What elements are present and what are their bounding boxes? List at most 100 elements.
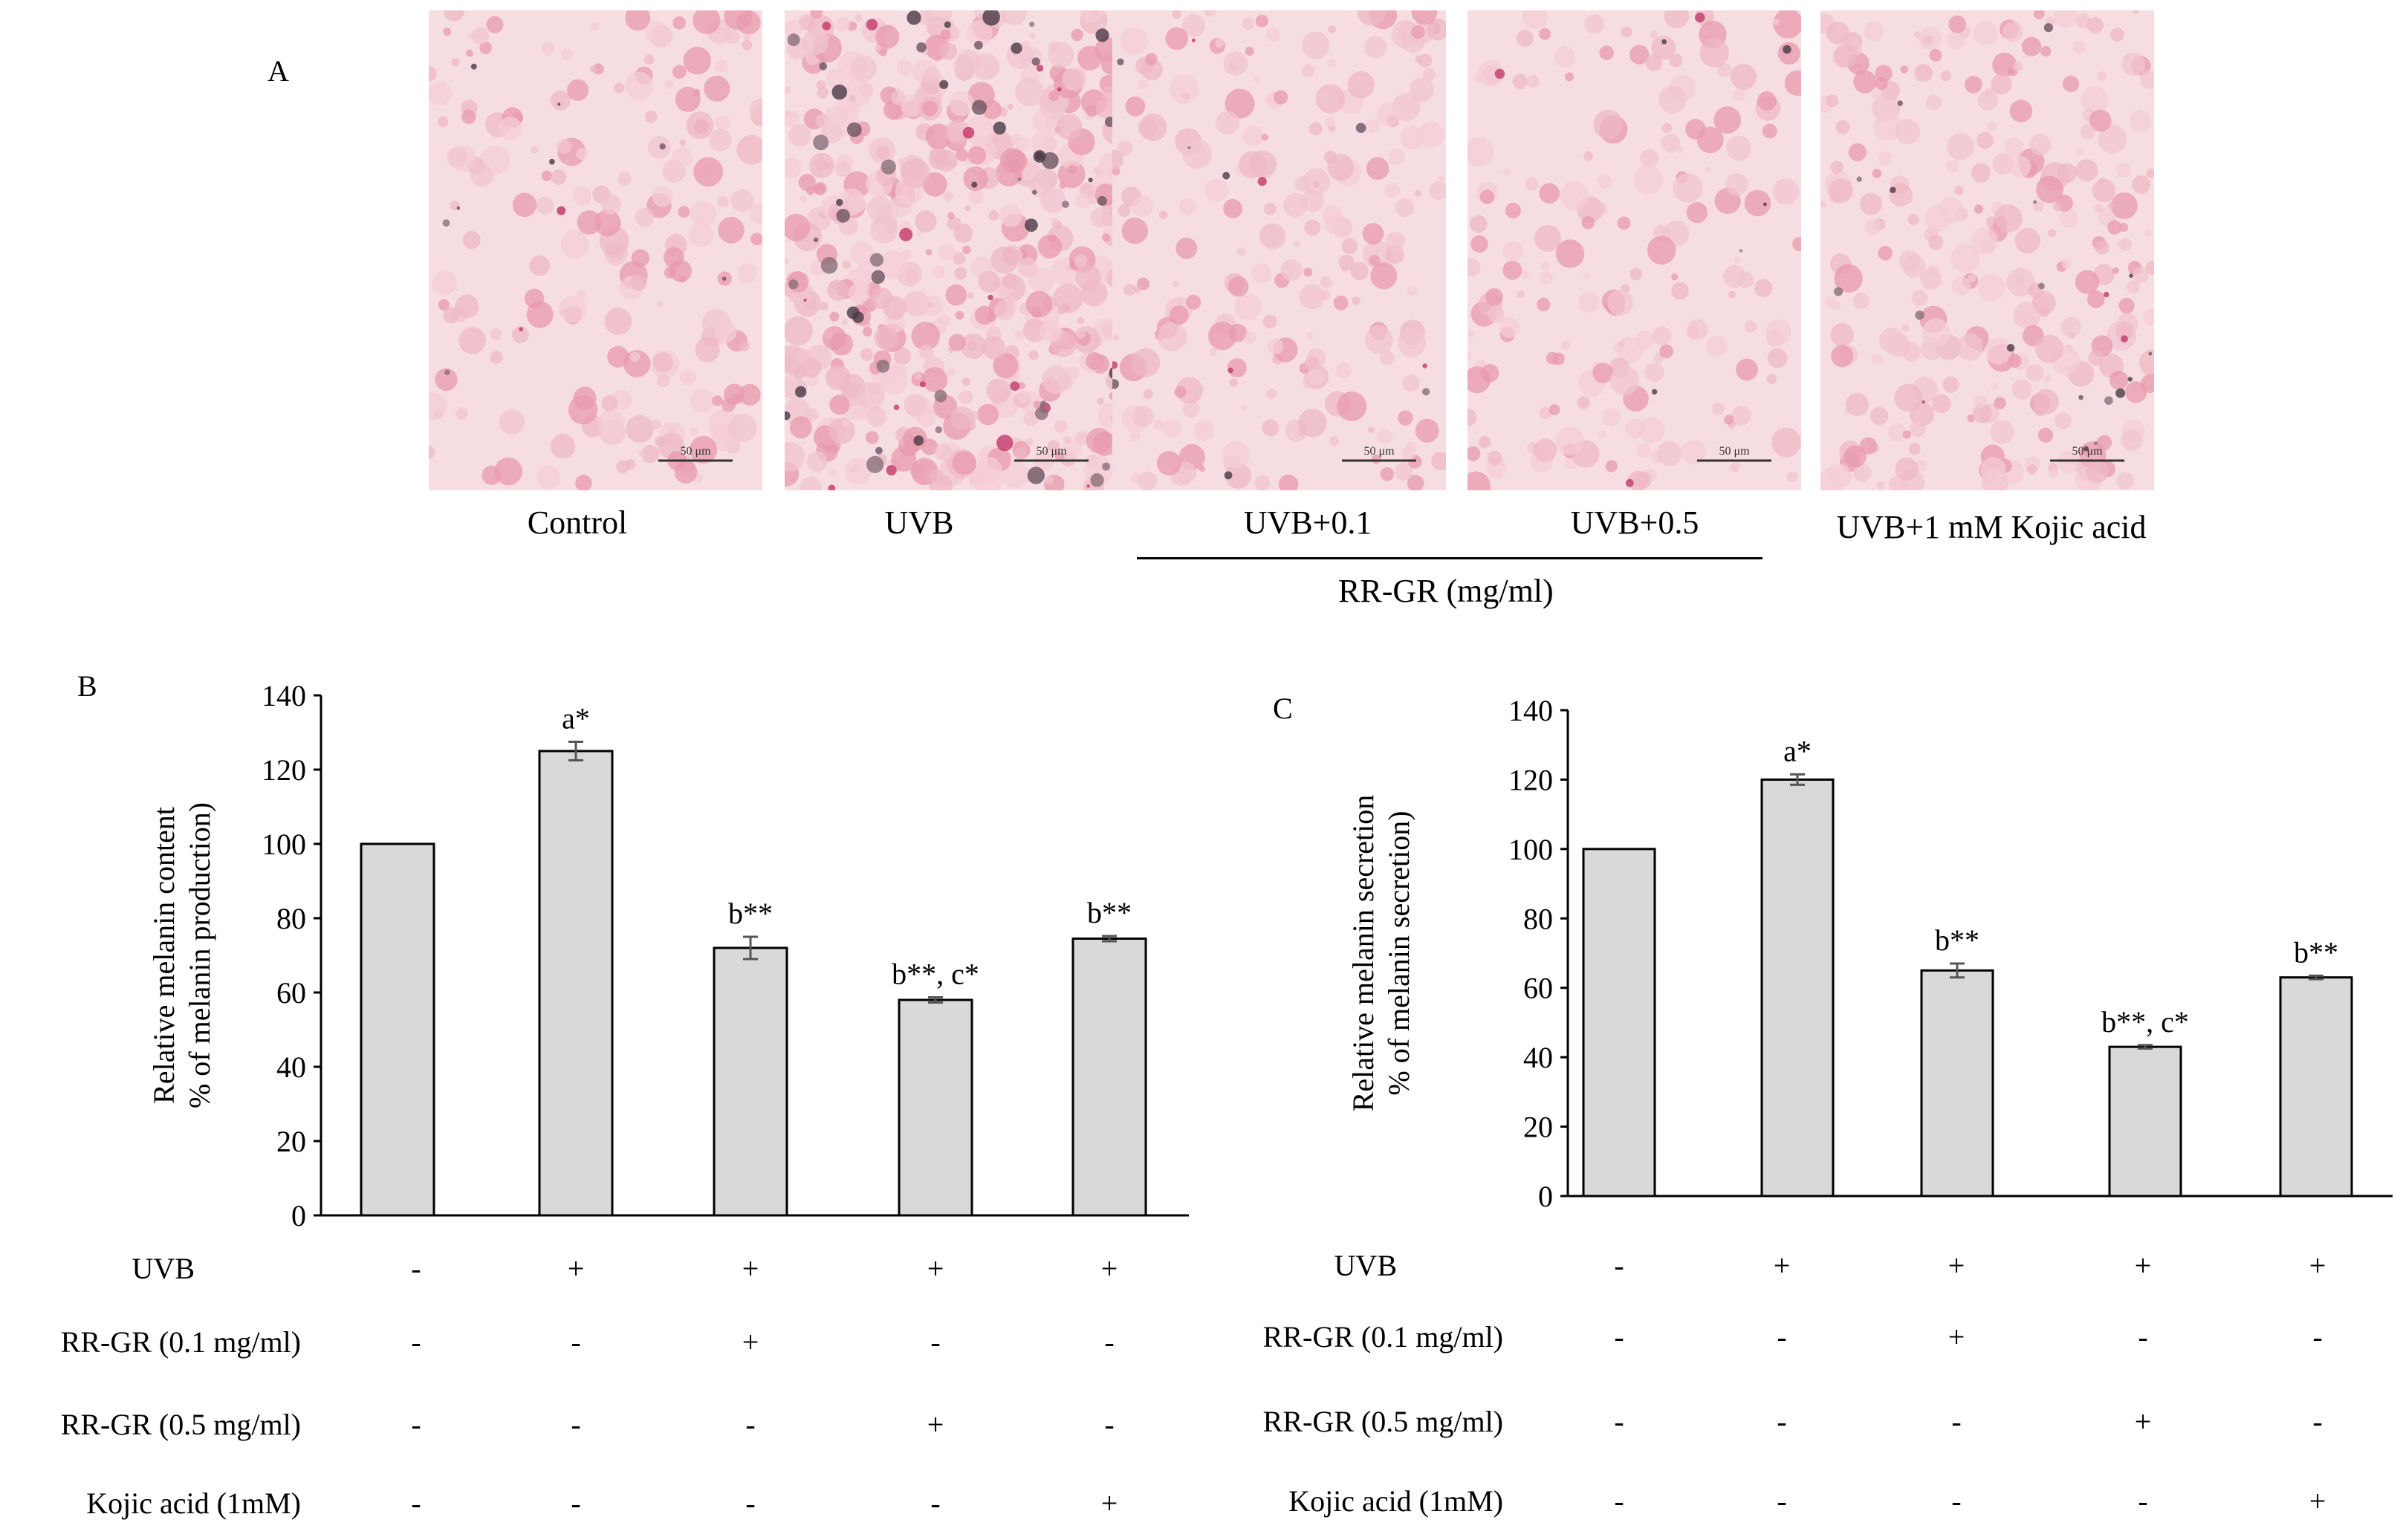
bar [1760, 778, 1835, 1198]
svg-text:50 μm: 50 μm [1719, 445, 1750, 458]
micrograph-1: 50 μm [785, 10, 1118, 490]
micrograph-label-1: UVB [884, 504, 954, 541]
treatment-sign: + [742, 1252, 759, 1285]
treatment-sign: + [2309, 1249, 2326, 1282]
treatment-row-label: Kojic acid (1mM) [86, 1487, 301, 1520]
y-tick-label: 0 [291, 1199, 306, 1232]
treatment-sign: - [2138, 1320, 2148, 1354]
micrograph-4: 50 μm [1820, 10, 2154, 490]
y-tick-label: 100 [1508, 833, 1553, 866]
treatment-sign: - [571, 1408, 581, 1441]
treatment-row-label: UVB [1334, 1249, 1397, 1282]
micrograph-2: 50 μm [1112, 10, 1446, 490]
bar [1920, 969, 1994, 1198]
treatment-row-label: UVB [132, 1252, 195, 1285]
panel-c-letter: C [1273, 692, 1293, 725]
y-tick-label: 120 [262, 753, 306, 787]
bar-chart-svg: 0 20 40 60 80 100 120 140 Relative melanin conte… [147, 679, 1189, 1232]
y-axis-label-line: % of melanin secretion) [1382, 810, 1415, 1095]
y-tick-label: 80 [276, 902, 306, 935]
y-tick-label: 40 [1523, 1041, 1553, 1074]
bar [360, 842, 435, 1217]
treatment-sign: - [1614, 1405, 1624, 1438]
svg-text:50 μm: 50 μm [1363, 445, 1395, 458]
y-tick-label: 120 [1508, 763, 1553, 796]
treatment-sign: + [1100, 1252, 1118, 1285]
treatment-sign: - [2312, 1320, 2323, 1354]
y-tick-label: 0 [1538, 1180, 1553, 1213]
bar [2279, 976, 2353, 1198]
y-tick-label: 40 [276, 1050, 306, 1084]
treatment-sign: - [1614, 1249, 1624, 1282]
treatment-sign: - [745, 1487, 756, 1520]
treatment-sign: + [927, 1252, 944, 1285]
treatment-row-label: RR-GR (0.1 mg/ml) [1262, 1320, 1503, 1354]
bar [1582, 848, 1656, 1198]
treatment-sign: + [927, 1408, 944, 1441]
treatment-sign: - [1104, 1408, 1115, 1441]
rrgr-group-line [1137, 557, 1762, 559]
treatment-sign: + [1948, 1249, 1965, 1282]
treatment-sign: - [2312, 1405, 2323, 1438]
svg-text:50 μm: 50 μm [1036, 445, 1067, 458]
significance-label: b** [1087, 896, 1132, 929]
treatment-sign: - [1777, 1405, 1787, 1438]
y-tick-label: 20 [276, 1125, 306, 1158]
micrograph-3: 50 μm [1468, 10, 1801, 490]
treatment-sign: - [1614, 1484, 1624, 1518]
bar [713, 946, 788, 1217]
y-tick-label: 20 [1523, 1111, 1553, 1144]
bar-chart-svg: 0 20 40 60 80 100 120 140 Relative melanin secre… [1346, 694, 2393, 1213]
y-tick-label: 60 [1523, 972, 1553, 1005]
treatment-row-label: RR-GR (0.5 mg/ml) [60, 1408, 301, 1441]
treatment-sign: - [571, 1487, 581, 1520]
panel-b-letter: B [77, 669, 97, 703]
y-axis-label-line: Relative melanin secretion [1346, 795, 1380, 1112]
treatment-sign: - [1951, 1484, 1962, 1518]
bar [538, 750, 614, 1217]
treatment-sign: - [745, 1408, 756, 1441]
treatment-row-label: RR-GR (0.1 mg/ml) [60, 1325, 301, 1359]
treatment-sign: + [2134, 1405, 2152, 1438]
y-tick-label: 140 [1508, 694, 1553, 727]
significance-label: b**, c* [892, 958, 979, 991]
y-axis-label-line: Relative melanin content [147, 807, 181, 1104]
treatment-sign: + [567, 1252, 585, 1285]
treatment-sign: + [1773, 1249, 1791, 1282]
y-tick-label: 100 [262, 828, 306, 861]
treatment-sign: - [1777, 1320, 1787, 1354]
svg-text:50 μm: 50 μm [2072, 445, 2103, 458]
y-tick-label: 80 [1523, 902, 1553, 935]
treatment-sign: - [411, 1408, 421, 1441]
micrograph-label-0: Control [527, 504, 628, 541]
significance-label: b** [728, 897, 773, 930]
treatment-sign: + [1948, 1320, 1965, 1354]
treatment-sign: - [1951, 1405, 1962, 1438]
significance-label: b** [1935, 923, 1979, 957]
bar [2108, 1045, 2182, 1198]
y-axis-label-line: % of melanin production) [183, 802, 216, 1108]
panel-a-letter: A [267, 54, 289, 88]
treatment-sign: - [411, 1325, 421, 1359]
significance-label: b**, c* [2101, 1005, 2189, 1039]
treatment-sign: - [1777, 1484, 1787, 1518]
micrograph-label-2: UVB+0.1 [1243, 504, 1372, 541]
significance-label: b** [2294, 935, 2338, 969]
significance-label: a* [562, 702, 590, 735]
bar [898, 998, 973, 1217]
treatment-sign: - [930, 1487, 941, 1520]
treatment-row-label: Kojic acid (1mM) [1288, 1484, 1503, 1518]
y-tick-label: 60 [276, 976, 306, 1010]
micrograph-0: 50 μm [429, 10, 762, 490]
treatment-sign: - [411, 1252, 421, 1285]
y-tick-label: 140 [262, 679, 306, 712]
treatment-sign: + [2134, 1249, 2152, 1282]
treatment-sign: - [571, 1325, 581, 1359]
rrgr-group-label: RR-GR (mg/ml) [1338, 573, 1554, 609]
treatment-sign: - [411, 1487, 421, 1520]
micrograph-label-4: UVB+1 mM Kojic acid [1836, 509, 2147, 545]
treatment-sign: - [1614, 1320, 1624, 1354]
treatment-sign: + [1100, 1487, 1118, 1520]
treatment-sign: + [2309, 1484, 2326, 1518]
significance-label: a* [1783, 734, 1812, 767]
